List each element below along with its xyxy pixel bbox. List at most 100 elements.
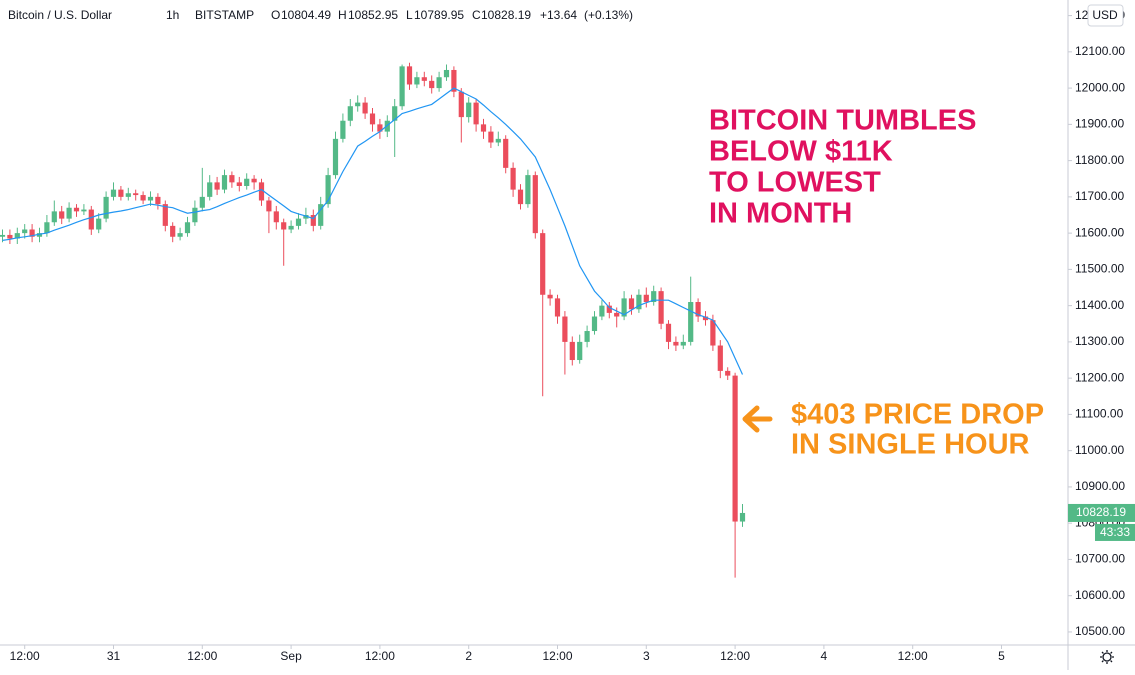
- candle-body: [332, 138, 339, 176]
- overlay: USD 10828.19 43:33: [1068, 4, 1135, 664]
- last-price: 10828.19: [1076, 505, 1126, 519]
- candle-body: [96, 218, 102, 230]
- candle-body: [547, 294, 553, 299]
- candle-body: [110, 189, 117, 197]
- candle-body: [88, 209, 94, 230]
- candle-body: [443, 69, 450, 78]
- y-tick-label: 12000.00: [1075, 80, 1125, 94]
- candle-body: [273, 211, 279, 223]
- y-tick-label: 10900.00: [1075, 479, 1125, 493]
- candle-body: [599, 305, 605, 317]
- y-tick-label: 11500.00: [1075, 262, 1124, 276]
- candle-body: [73, 207, 80, 212]
- candle-body: [554, 298, 561, 317]
- y-tick-label: 11100.00: [1075, 407, 1124, 421]
- callout-arrow: [742, 405, 773, 433]
- candle-body: [59, 211, 65, 219]
- candle-body: [488, 131, 494, 143]
- candle-body: [606, 305, 612, 313]
- ohlc-letter: H: [338, 8, 347, 22]
- candle-body: [229, 175, 235, 183]
- candle-body: [702, 316, 709, 321]
- y-tick-label: 11300.00: [1075, 334, 1124, 348]
- candle-body: [325, 175, 331, 205]
- candle-body: [184, 222, 191, 234]
- candle-body: [318, 204, 324, 226]
- candle-body: [36, 233, 43, 237]
- candle-body: [651, 291, 657, 303]
- x-tick-label: 3: [643, 649, 650, 663]
- candle-body: [717, 345, 723, 371]
- moving-average: [2, 87, 744, 375]
- ohlc-letter: L: [406, 8, 413, 22]
- candle-body: [614, 312, 620, 317]
- x-tick-label: 12:00: [898, 649, 928, 663]
- y-tick-label: 10500.00: [1075, 624, 1125, 638]
- candle-body: [503, 138, 509, 168]
- change: +13.64: [540, 8, 577, 22]
- candle-body: [658, 291, 664, 324]
- candle-body: [628, 298, 635, 310]
- candle-body: [436, 77, 442, 89]
- candle-body: [140, 195, 146, 201]
- candle-body: [377, 124, 383, 132]
- candle-body: [710, 320, 716, 346]
- candle-body: [155, 196, 161, 205]
- candle-body: [466, 102, 472, 118]
- candle-body: [14, 233, 20, 239]
- x-tick-label: 12:00: [187, 649, 217, 663]
- x-tick-label: 2: [465, 649, 472, 663]
- candle-body: [7, 234, 13, 239]
- candle-body: [177, 233, 183, 237]
- candle-body: [673, 341, 679, 346]
- y-tick-label: 11400.00: [1075, 298, 1124, 312]
- x-tick-label: 12:00: [365, 649, 395, 663]
- countdown-tag: [1095, 523, 1135, 541]
- price-tag: [1068, 503, 1135, 522]
- candle-body: [510, 167, 516, 190]
- candle-body: [355, 102, 361, 107]
- interval: 1h: [166, 8, 179, 22]
- candle-body: [207, 182, 213, 197]
- x-tick-label: 12:00: [720, 649, 750, 663]
- candle-body: [451, 69, 457, 92]
- candle-body: [525, 175, 531, 205]
- candle-body: [288, 225, 294, 230]
- candle-body: [214, 182, 220, 190]
- candle-body: [725, 370, 731, 376]
- candle-body: [125, 193, 131, 197]
- candle-body: [81, 209, 87, 212]
- ohlc-value: 10828.19: [481, 8, 531, 22]
- candle-body: [221, 175, 228, 190]
- x-tick-label: 4: [821, 649, 828, 663]
- ohlc-value: 10804.49: [281, 8, 331, 22]
- x-tick-label: 12:00: [542, 649, 572, 663]
- y-tick-label: 11700.00: [1075, 189, 1124, 203]
- settings-icon[interactable]: [1100, 650, 1114, 664]
- candle-body: [399, 66, 405, 107]
- candle-body: [44, 222, 50, 234]
- candle-body: [281, 222, 287, 230]
- candle-body: [369, 113, 376, 125]
- candle-body: [540, 233, 546, 295]
- annotation: BELOW $11K: [709, 136, 893, 168]
- candle-body: [266, 200, 272, 212]
- candle-body: [22, 229, 28, 234]
- ohlc-letter: O: [271, 8, 280, 22]
- candle-body: [118, 189, 124, 197]
- candle-body: [421, 77, 427, 81]
- candle-body: [392, 106, 398, 121]
- y-tick-label: 11900.00: [1075, 117, 1124, 131]
- callout: $403 PRICE DROP: [791, 399, 1044, 431]
- currency[interactable]: USD: [1092, 8, 1118, 22]
- candle-body: [147, 196, 154, 201]
- currency-button[interactable]: [1087, 4, 1124, 27]
- y-tick-label: 10600.00: [1075, 588, 1125, 602]
- ohlc-letter: C: [472, 8, 481, 22]
- candle-body: [29, 229, 35, 237]
- x-tick-label: 12:00: [10, 649, 40, 663]
- candle-body: [532, 175, 538, 234]
- annotation: BITCOIN TUMBLES: [709, 105, 976, 137]
- candle-body: [103, 196, 109, 219]
